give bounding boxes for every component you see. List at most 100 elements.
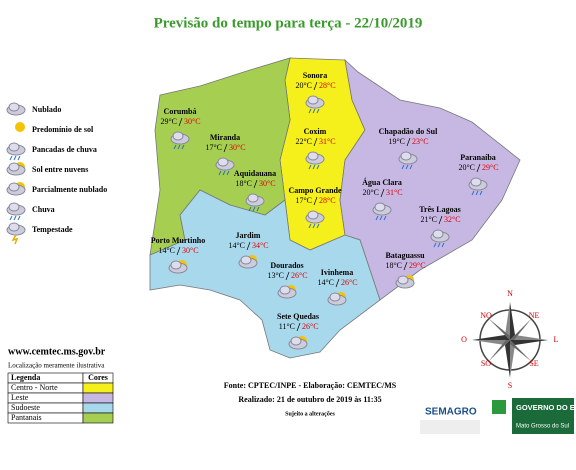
temp-separator	[296, 322, 301, 332]
weather-icon	[288, 336, 308, 350]
rain	[379, 215, 383, 221]
temp-separator	[335, 278, 340, 288]
map	[149, 57, 521, 359]
legend-table: Legenda Cores Centro - NorteLesteSudoesteP…	[7, 372, 114, 424]
note: Localização meramente ilustrativa	[8, 362, 105, 370]
table-header: Legenda	[11, 373, 40, 382]
table-label: Centro - Norte	[11, 383, 58, 392]
rain	[17, 155, 21, 161]
temp-separator	[176, 246, 181, 256]
rain	[475, 190, 479, 196]
weather-icon	[430, 229, 450, 248]
table-header: Cores	[88, 373, 108, 382]
weather-icon	[15, 122, 25, 132]
temp-max: 30°C	[184, 117, 201, 126]
temp-min: 29°C	[160, 117, 177, 126]
icon-legend-label: Tempestade	[32, 225, 73, 234]
temp-max: 28°C	[319, 81, 336, 90]
temp-min: 20°C	[295, 81, 312, 90]
rain	[181, 144, 185, 150]
cloud	[397, 275, 409, 285]
table-label: Leste	[11, 393, 29, 402]
table-color	[82, 392, 114, 404]
icon-legend-label: Parcialmente nublado	[32, 185, 107, 194]
rain	[308, 164, 312, 170]
table-color	[82, 382, 114, 394]
temp-separator	[313, 81, 318, 91]
cloud	[8, 222, 20, 232]
city-name: Três Lagoas	[419, 205, 460, 214]
temp-min: 14°C	[158, 246, 175, 255]
rain	[383, 215, 387, 221]
disclaimer: Sujeito a alterações	[285, 411, 335, 417]
icon-legend-label: Chuva	[32, 205, 55, 214]
temp-max: 30°C	[182, 246, 199, 255]
compass-label: N	[507, 289, 513, 298]
region-sudoeste	[149, 189, 381, 359]
cloud	[8, 182, 20, 192]
weather-icon	[305, 210, 325, 229]
weather-icon	[372, 202, 392, 221]
temp-separator	[285, 271, 290, 281]
cloud	[8, 142, 20, 152]
city-name: Sonora	[303, 71, 327, 80]
temp-max: 34°C	[252, 241, 269, 250]
rain	[316, 164, 320, 170]
cloud	[8, 202, 20, 212]
rain	[441, 242, 445, 248]
compass-label: NO	[480, 311, 492, 320]
cloud	[329, 292, 341, 302]
cloud	[290, 336, 302, 346]
rain	[222, 170, 226, 176]
icon-legend-label: Pancadas de chuva	[32, 145, 97, 154]
temp-separator	[313, 137, 318, 147]
source: Fonte: CPTEC/INPE - Elaboração: CEMTEC/M…	[224, 381, 397, 390]
website: www.cemtec.ms.gov.br	[8, 346, 106, 357]
made: Realizado: 21 de outubro de 2019 às 11:3…	[238, 395, 381, 404]
temp-max: 26°C	[302, 322, 319, 331]
cloud	[400, 151, 412, 161]
temp-min: 18°C	[235, 179, 252, 188]
city-name: Paranaíba	[460, 153, 496, 162]
temp-min: 13°C	[267, 271, 284, 280]
city-name: Miranda	[210, 133, 240, 142]
rain	[375, 215, 379, 221]
rain	[308, 223, 312, 229]
city-name: Sete Quedas	[277, 312, 319, 321]
city-name: Porto Murtinho	[151, 236, 205, 245]
temp-separator	[380, 188, 385, 198]
weather-icon	[6, 142, 26, 161]
table-label: Pantanais	[11, 413, 42, 422]
compass-label: SO	[481, 359, 491, 368]
weather-icon	[168, 260, 188, 274]
icon-legend-label: Sol entre nuvens	[32, 165, 88, 174]
weather-icon	[245, 193, 265, 212]
temp-min: 14°C	[317, 278, 334, 287]
cloud	[8, 162, 20, 172]
temp-separator	[438, 215, 443, 225]
temp-max: 31°C	[386, 188, 403, 197]
city-name: Corumbá	[164, 107, 197, 116]
icon-legend-label: Nublado	[32, 105, 61, 114]
weather-icon	[215, 157, 235, 176]
cloud	[172, 131, 184, 141]
weather-icon	[170, 131, 190, 150]
logo-gov-bg	[512, 398, 574, 434]
city-name: Chapadão do Sul	[379, 127, 438, 136]
weather-icon	[395, 275, 415, 289]
temp-min: 19°C	[388, 137, 405, 146]
rain	[218, 170, 222, 176]
temp-separator	[403, 261, 408, 271]
temp-separator	[178, 117, 183, 127]
temp-min: 17°C	[295, 196, 312, 205]
compass-label: SE	[529, 359, 538, 368]
title: Previsão do tempo para terça - 22/10/201…	[154, 15, 423, 31]
compass-label: NE	[529, 311, 540, 320]
temp-max: 23°C	[412, 137, 429, 146]
cloud	[247, 193, 259, 203]
rain	[226, 170, 230, 176]
rain	[9, 215, 13, 221]
cloud	[307, 210, 319, 220]
temp-min: 17°C	[205, 143, 222, 152]
temp-separator	[223, 143, 228, 153]
